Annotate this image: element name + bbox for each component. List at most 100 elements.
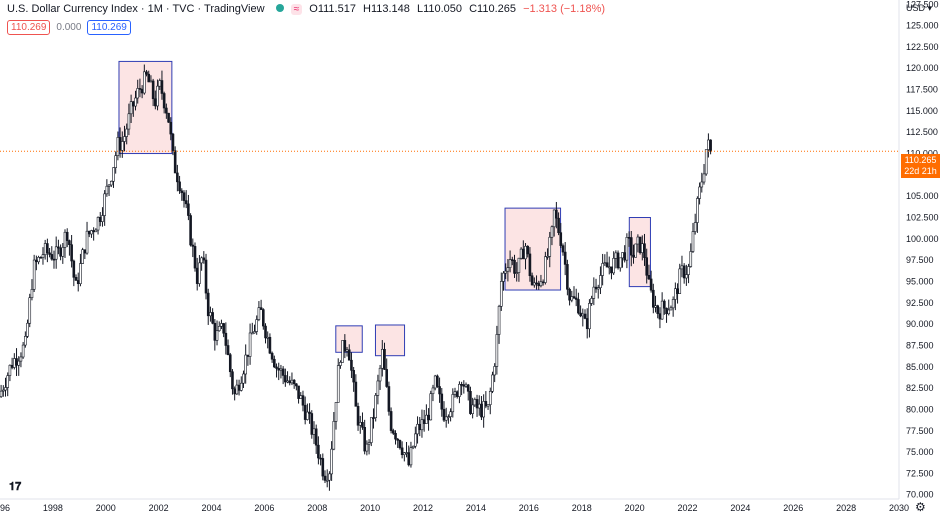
candle-body [235,384,239,395]
candle-body [475,399,479,409]
candle-body [295,383,298,387]
candle-body [222,323,225,334]
candle-body [581,313,585,317]
candle-body [290,379,294,384]
candle-body [103,193,106,216]
candle-body [464,384,468,387]
candle-body [510,259,514,261]
sell-price-badge[interactable]: 110.269 [7,20,51,35]
candle-body [107,184,111,187]
candle-body [253,331,256,334]
candle-body [429,393,433,421]
candle-body [50,254,54,260]
candle-body [347,349,351,361]
candle-body [114,155,117,168]
candle-body [68,240,71,245]
candle-body [262,309,265,327]
candle-body [191,244,195,247]
y-tick-label: 105.000 [906,191,939,201]
candle-body [383,348,386,370]
candle-body [663,300,666,309]
candle-body [158,80,162,87]
candle-body [2,389,5,392]
candle-body [273,358,276,368]
candle-body [376,380,380,396]
y-tick-label: 87.500 [906,340,934,350]
y-tick-label: 70.000 [906,490,934,500]
candle-body [65,231,69,241]
candle-body [561,245,565,253]
candle-body [277,368,281,371]
candle-body [198,262,201,284]
indicator-wave-icon[interactable]: ≈ [290,4,303,15]
candle-body [54,246,58,260]
candle-body [147,73,151,83]
candle-body [682,265,686,279]
y-tick-label: 90.000 [906,319,934,329]
x-tick-label: 2022 [677,503,697,513]
candle-body [689,251,693,267]
currency-label[interactable]: USD ▾ [906,3,933,13]
x-tick-label: 2024 [730,503,750,513]
candle-body [438,386,441,395]
candle-body [358,422,362,426]
candle-body [570,296,574,301]
candle-body [341,340,344,363]
candle-body [63,231,67,248]
candle-body [550,226,554,238]
candle-body [524,245,527,260]
candle-body [118,137,122,151]
candle-body [539,281,543,287]
candle-body [120,141,124,151]
candle-body [504,270,507,274]
candle-body [37,256,40,263]
candle-body [202,257,206,261]
x-tick-label: 2000 [96,503,116,513]
candle-body [469,391,472,414]
candle-body [462,384,466,387]
y-tick-label: 127.500 [906,0,939,9]
candle-body [209,312,212,317]
candle-body [239,382,243,391]
x-tick-label: 2002 [149,503,169,513]
x-tick-label: 2018 [572,503,592,513]
candle-body [407,452,411,466]
candle-body [8,364,12,376]
candle-body [26,322,29,337]
candle-body [627,237,631,239]
candle-body [380,348,384,369]
y-tick-label: 112.500 [906,127,938,137]
tradingview-logo-icon[interactable]: 𝟏𝟕 [9,481,22,493]
symbol-title[interactable]: U.S. Dollar Currency Index · 1M · TVC · … [7,3,265,15]
candle-body [193,246,197,269]
candle-body [599,275,602,288]
buy-price-badge[interactable]: 110.269 [87,20,131,35]
x-tick-label: 2028 [836,503,856,513]
candle-body [248,332,252,357]
candle-body [17,360,21,366]
y-tick-label: 75.000 [906,447,934,457]
candle-body [215,330,219,341]
ohlc-low: L110.050 [416,3,463,15]
candle-body [665,307,668,315]
candle-body [610,266,613,274]
candle-body [250,332,254,335]
candle-body [297,385,300,399]
candle-body [508,259,512,268]
candle-body [528,253,532,277]
candle-body [132,101,135,107]
x-tick-label: 2026 [783,503,803,513]
candle-body [136,88,140,99]
candle-body [105,185,109,195]
candle-body [332,421,336,450]
gear-icon[interactable]: ⚙ [915,500,926,514]
x-tick-label: 2016 [519,503,539,513]
y-tick-label: 125.000 [906,21,939,31]
candle-body [654,305,657,308]
candle-body [259,307,263,310]
highlight-box[interactable] [374,324,406,357]
candle-body [411,445,415,449]
candle-body [541,281,545,284]
candle-body [231,371,234,390]
